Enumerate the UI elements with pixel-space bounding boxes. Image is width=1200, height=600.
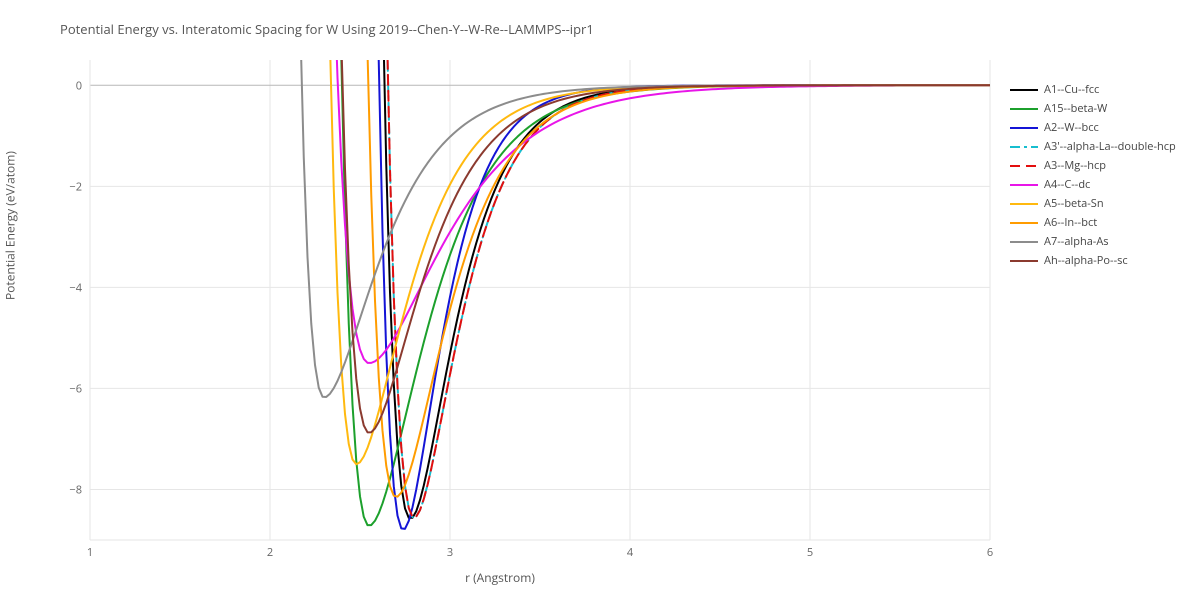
legend-label: A3--Mg--hcp <box>1044 158 1106 173</box>
legend-swatch <box>1010 216 1038 230</box>
potential-energy-chart: Potential Energy vs. Interatomic Spacing… <box>0 0 1200 600</box>
legend-label: A1--Cu--fcc <box>1044 82 1099 97</box>
legend-label: A6--In--bct <box>1044 215 1097 230</box>
legend-item[interactable]: Ah--alpha-Po--sc <box>1010 251 1176 270</box>
legend-swatch <box>1010 159 1038 173</box>
legend-swatch <box>1010 178 1038 192</box>
y-tick-label: 0 <box>76 78 82 93</box>
legend-item[interactable]: A3'--alpha-La--double-hcp <box>1010 137 1176 156</box>
legend-label: A7--alpha-As <box>1044 234 1109 249</box>
legend-item[interactable]: A2--W--bcc <box>1010 118 1176 137</box>
legend-label: A2--W--bcc <box>1044 120 1099 135</box>
legend-swatch <box>1010 83 1038 97</box>
legend-label: Ah--alpha-Po--sc <box>1044 253 1128 268</box>
y-tick-label: −6 <box>69 381 82 396</box>
legend-swatch <box>1010 102 1038 116</box>
legend-swatch <box>1010 121 1038 135</box>
legend-item[interactable]: A7--alpha-As <box>1010 232 1176 251</box>
legend-item[interactable]: A1--Cu--fcc <box>1010 80 1176 99</box>
legend-item[interactable]: A15--beta-W <box>1010 99 1176 118</box>
y-tick-label: −8 <box>69 482 82 497</box>
x-tick-label: 5 <box>807 545 813 560</box>
x-tick-label: 3 <box>447 545 453 560</box>
legend-label: A3'--alpha-La--double-hcp <box>1044 139 1176 154</box>
x-tick-label: 4 <box>627 545 634 560</box>
legend-label: A15--beta-W <box>1044 101 1107 116</box>
legend-item[interactable]: A5--beta-Sn <box>1010 194 1176 213</box>
legend-item[interactable]: A4--C--dc <box>1010 175 1176 194</box>
x-tick-label: 2 <box>267 545 273 560</box>
legend-item[interactable]: A3--Mg--hcp <box>1010 156 1176 175</box>
legend-swatch <box>1010 197 1038 211</box>
y-tick-label: −4 <box>69 280 82 295</box>
y-tick-label: −2 <box>69 179 82 194</box>
legend-swatch <box>1010 254 1038 268</box>
legend: A1--Cu--fcc A15--beta-W A2--W--bcc A3'--alp… <box>1010 80 1176 270</box>
legend-label: A4--C--dc <box>1044 177 1090 192</box>
x-tick-label: 6 <box>987 545 993 560</box>
x-tick-label: 1 <box>87 545 93 560</box>
legend-label: A5--beta-Sn <box>1044 196 1104 211</box>
legend-item[interactable]: A6--In--bct <box>1010 213 1176 232</box>
legend-swatch <box>1010 235 1038 249</box>
legend-swatch <box>1010 140 1038 154</box>
